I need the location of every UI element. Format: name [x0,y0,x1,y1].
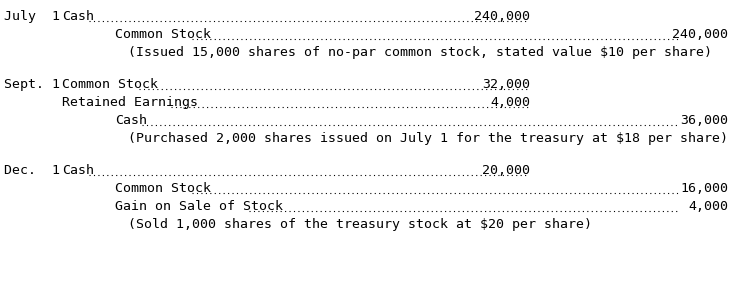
Text: 36,000: 36,000 [680,114,728,127]
Text: 240,000: 240,000 [474,10,530,23]
Text: Common Stock: Common Stock [115,28,211,41]
Text: (Purchased 2,000 shares issued on July 1 for the treasury at $18 per share): (Purchased 2,000 shares issued on July 1… [128,132,728,145]
Text: Retained Earnings: Retained Earnings [62,96,198,109]
Text: Gain on Sale of Stock: Gain on Sale of Stock [115,200,283,213]
Text: Cash: Cash [115,114,147,127]
Text: (Issued 15,000 shares of no-par common stock, stated value $10 per share): (Issued 15,000 shares of no-par common s… [128,46,712,59]
Text: (Sold 1,000 shares of the treasury stock at $20 per share): (Sold 1,000 shares of the treasury stock… [128,218,592,231]
Text: Dec.  1: Dec. 1 [4,164,60,177]
Text: 16,000: 16,000 [680,182,728,195]
Text: 20,000: 20,000 [482,164,530,177]
Text: 240,000: 240,000 [672,28,728,41]
Text: Cash: Cash [62,164,94,177]
Text: 4,000: 4,000 [688,200,728,213]
Text: Common Stock: Common Stock [115,182,211,195]
Text: 4,000: 4,000 [490,96,530,109]
Text: Sept. 1: Sept. 1 [4,78,60,91]
Text: 32,000: 32,000 [482,78,530,91]
Text: July  1: July 1 [4,10,60,23]
Text: Common Stock: Common Stock [62,78,158,91]
Text: Cash: Cash [62,10,94,23]
